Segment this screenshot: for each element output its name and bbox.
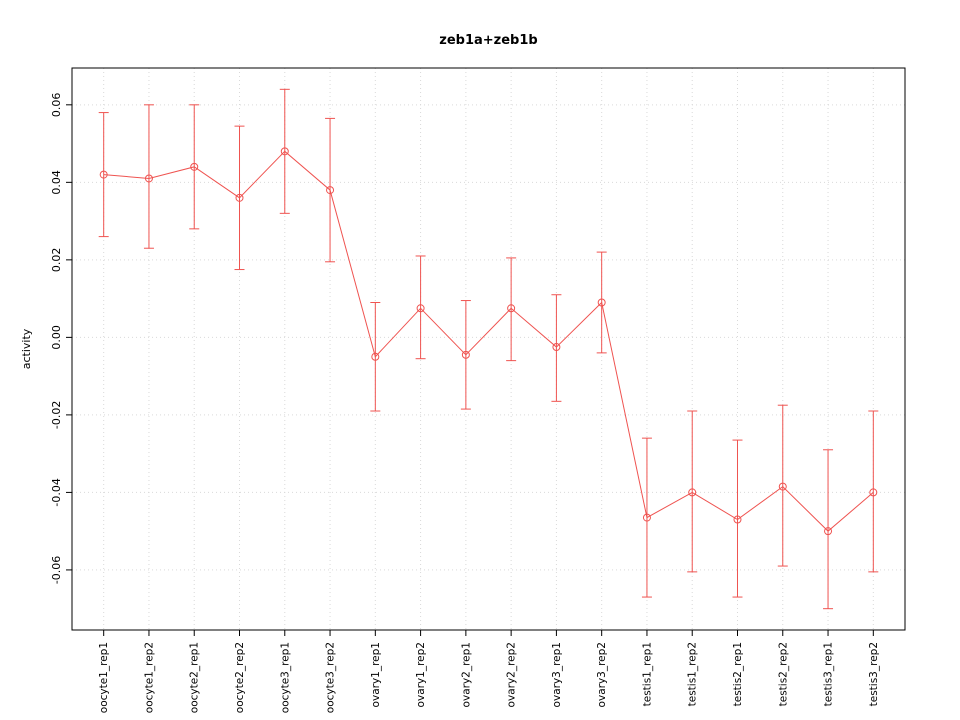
data-point bbox=[416, 304, 425, 313]
x-tick-label: testis1_rep1 bbox=[641, 642, 653, 706]
data-point bbox=[642, 513, 651, 522]
x-tick-label: ovary1_rep1 bbox=[370, 642, 382, 707]
x-tick-label: ovary3_rep1 bbox=[551, 642, 563, 707]
x-tick-label: testis3_rep2 bbox=[868, 642, 880, 706]
data-point bbox=[144, 174, 153, 183]
x-tick-label: ovary2_rep2 bbox=[506, 642, 518, 707]
y-tick-label: -0.04 bbox=[50, 478, 63, 506]
series-line bbox=[103, 150, 874, 532]
x-tick-label: testis2_rep1 bbox=[732, 642, 744, 706]
data-point bbox=[869, 488, 878, 497]
y-tick-label: 0.02 bbox=[50, 248, 63, 273]
y-tick-label: 0.04 bbox=[50, 170, 63, 195]
x-tick-label: testis3_rep1 bbox=[823, 642, 835, 706]
plot-border bbox=[71, 67, 906, 631]
data-point bbox=[778, 482, 787, 491]
data-point bbox=[190, 162, 199, 171]
data-point bbox=[235, 193, 244, 202]
y-tick-label: 0.00 bbox=[50, 325, 63, 350]
data-point bbox=[507, 304, 516, 313]
x-tick-label: oocyte1_rep1 bbox=[98, 642, 110, 713]
y-tick-label: 0.06 bbox=[50, 93, 63, 118]
y-tick-label: -0.02 bbox=[50, 401, 63, 429]
x-tick-label: ovary1_rep2 bbox=[415, 642, 427, 707]
data-point bbox=[280, 147, 289, 156]
x-tick-label: ovary2_rep1 bbox=[460, 642, 472, 707]
x-tick-label: oocyte3_rep2 bbox=[325, 642, 337, 713]
data-point bbox=[597, 298, 606, 307]
data-point bbox=[461, 350, 470, 359]
x-tick-label: oocyte2_rep2 bbox=[234, 642, 246, 713]
x-tick-label: oocyte1_rep2 bbox=[143, 642, 155, 713]
x-tick-label: testis1_rep2 bbox=[687, 642, 699, 706]
x-tick-label: oocyte2_rep1 bbox=[189, 642, 201, 713]
data-point bbox=[371, 352, 380, 361]
data-point bbox=[326, 186, 335, 195]
data-point bbox=[552, 343, 561, 352]
data-point bbox=[688, 488, 697, 497]
x-tick-label: testis2_rep2 bbox=[777, 642, 789, 706]
y-tick-label: -0.06 bbox=[50, 556, 63, 584]
chart-title: zeb1a+zeb1b bbox=[439, 33, 537, 48]
x-tick-label: ovary3_rep2 bbox=[596, 642, 608, 707]
y-axis-label: activity bbox=[20, 328, 33, 369]
data-point bbox=[733, 515, 742, 524]
data-point bbox=[824, 527, 833, 536]
x-tick-label: oocyte3_rep1 bbox=[279, 642, 291, 713]
data-point bbox=[99, 170, 108, 179]
